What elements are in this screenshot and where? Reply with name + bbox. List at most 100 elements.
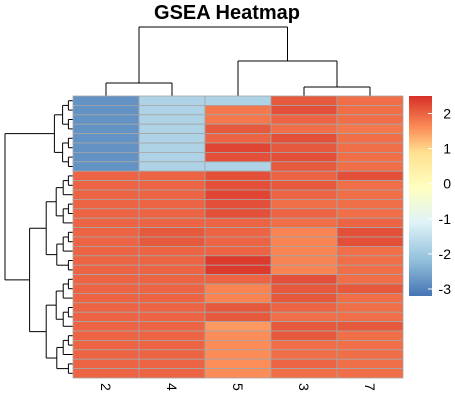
colorbar-tick-label: -2: [439, 246, 452, 262]
heatmap-cell: [270, 161, 338, 172]
heatmap-cell: [336, 161, 404, 172]
heatmap-cell: [270, 302, 338, 313]
heatmap-cell: [204, 311, 272, 323]
heatmap-cell: [204, 133, 272, 144]
heatmap-cell: [72, 208, 140, 219]
heatmap-cell: [204, 105, 272, 116]
heatmap-cell: [336, 180, 404, 191]
heatmap-cell: [336, 358, 404, 370]
heatmap-cell: [204, 358, 272, 370]
heatmap-cell: [138, 142, 206, 153]
heatmap-cell: [336, 123, 404, 134]
heatmap-cell: [204, 245, 272, 257]
heatmap-cell: [336, 236, 404, 247]
heatmap-cell: [72, 114, 140, 125]
heatmap-cell: [72, 368, 140, 379]
heatmap-cell: [72, 161, 140, 172]
heatmap-cell: [72, 302, 140, 313]
heatmap-cell: [336, 208, 404, 219]
heatmap-cell: [270, 95, 338, 106]
heatmap-cell: [270, 283, 338, 294]
heatmap-cell: [72, 264, 140, 276]
heatmap-cell: [336, 339, 404, 351]
heatmap-cell: [270, 198, 338, 210]
heatmap-cell: [138, 151, 206, 163]
heatmap-cell: [336, 368, 404, 379]
heatmap-cell: [336, 245, 404, 257]
colorbar-tick-label: 2: [443, 106, 451, 122]
heatmap-cell: [204, 321, 272, 332]
heatmap-cell: [270, 123, 338, 134]
heatmap-cell: [138, 161, 206, 172]
heatmap-cell: [72, 180, 140, 191]
heatmap-cell: [72, 133, 140, 144]
heatmap-cell: [336, 142, 404, 153]
heatmap-cell: [72, 311, 140, 323]
heatmap-cell: [270, 208, 338, 219]
heatmap-cell: [270, 245, 338, 257]
heatmap-cell: [336, 151, 404, 163]
heatmap-cell: [336, 311, 404, 323]
heatmap-cell: [72, 105, 140, 116]
colorbar-tick-label: -1: [439, 211, 452, 227]
column-label: 2: [98, 383, 114, 391]
heatmap-cell: [72, 95, 140, 106]
heatmap-cell: [270, 105, 338, 116]
heatmap-cell: [72, 227, 140, 238]
heatmap-cell: [138, 255, 206, 266]
heatmap-cell: [204, 283, 272, 294]
heatmap-cell: [204, 161, 272, 172]
heatmap-cell: [204, 151, 272, 163]
heatmap-cell: [138, 217, 206, 228]
heatmap-cell: [204, 302, 272, 313]
heatmap-cell: [138, 95, 206, 106]
heatmap-cell: [138, 330, 206, 341]
heatmap-cell: [336, 105, 404, 116]
heatmap-cell: [336, 198, 404, 210]
colorbar-ticks: 2 1 0 -1 -2 -3: [428, 106, 451, 297]
heatmap-cell: [204, 339, 272, 351]
heatmap-cell: [336, 321, 404, 332]
heatmap-cell: [270, 114, 338, 125]
row-dendrogram: [4, 100, 73, 374]
heatmap-cell: [270, 255, 338, 266]
heatmap-cell: [204, 274, 272, 285]
heatmap-cell: [72, 142, 140, 153]
heatmap-cell: [138, 180, 206, 191]
heatmap-cell: [138, 227, 206, 238]
column-dendrogram: [105, 26, 371, 96]
heatmap-cell: [270, 349, 338, 360]
heatmap-cell: [204, 170, 272, 181]
heatmap-cell: [72, 358, 140, 370]
heatmap-cell: [270, 311, 338, 323]
colorbar-tick-label: 1: [443, 141, 451, 157]
heatmap-cell: [138, 123, 206, 134]
heatmap-cell: [204, 180, 272, 191]
heatmap-cell: [270, 358, 338, 370]
heatmap-cell: [336, 349, 404, 360]
heatmap-cell: [270, 236, 338, 247]
heatmap-cell: [138, 236, 206, 247]
heatmap-cell: [72, 236, 140, 247]
heatmap-cell: [270, 217, 338, 228]
column-label: 4: [164, 383, 180, 391]
heatmap-cell: [204, 114, 272, 125]
heatmap-cell: [72, 274, 140, 285]
heatmap-cell: [204, 264, 272, 276]
heatmap-cell: [336, 114, 404, 125]
heatmap-cell: [204, 236, 272, 247]
heatmap-cell: [72, 198, 140, 210]
heatmap-cell: [270, 368, 338, 379]
heatmap-cell: [204, 198, 272, 210]
heatmap-cell: [336, 170, 404, 181]
heatmap-cell: [72, 349, 140, 360]
heatmap-cell: [270, 292, 338, 304]
heatmap-cell: [270, 274, 338, 285]
heatmap-cell: [204, 217, 272, 228]
heatmap-cell: [336, 264, 404, 276]
heatmap-cell: [336, 189, 404, 200]
heatmap-cell: [336, 283, 404, 294]
heatmap-cells: [72, 95, 404, 379]
heatmap-cell: [270, 180, 338, 191]
heatmap-cell: [270, 133, 338, 144]
